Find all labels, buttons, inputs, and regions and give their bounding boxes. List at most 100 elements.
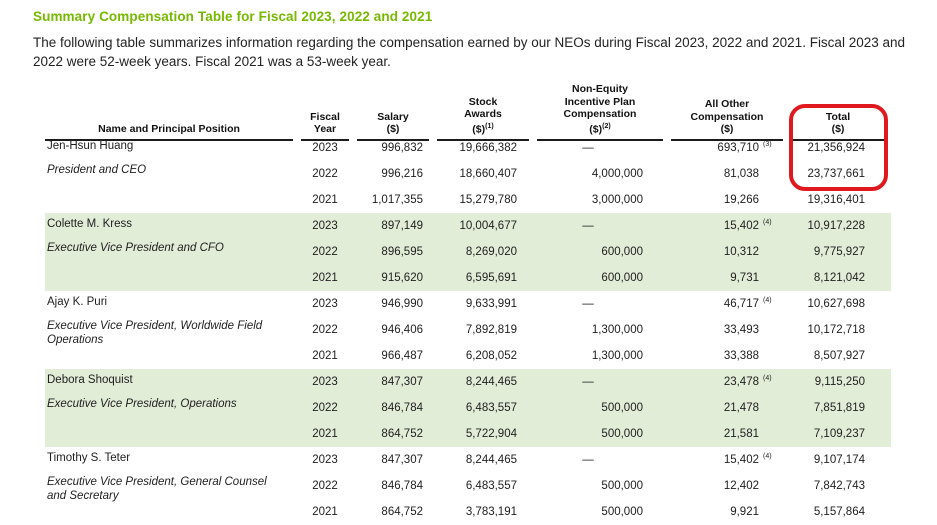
cell-total: 5,157,864 <box>813 506 865 518</box>
cell-total: 9,775,927 <box>813 246 865 258</box>
cell-all-other-compensation: 10,312 <box>671 239 783 265</box>
aoc-footnote-marker: (4) <box>763 296 772 304</box>
cell-non-equity-incentive: 500,000 <box>601 506 643 518</box>
intro-paragraph: The following table summarizes informati… <box>33 35 906 69</box>
aoc-footnote-marker: (4) <box>763 452 772 460</box>
header-cell-salary: Salary ($) <box>357 83 429 141</box>
header-text-line: Awards <box>464 108 502 120</box>
aoc-value: 23,478 <box>723 376 759 388</box>
cell-non-equity-incentive: 500,000 <box>601 402 643 414</box>
aoc-value: 9,921 <box>730 506 759 518</box>
cell-total: 21,356,924 <box>807 142 865 154</box>
header-footnote-marker: (1) <box>485 122 494 130</box>
cell-all-other-compensation: 15,402 (4) <box>671 447 783 473</box>
cell-all-other-compensation: 81,038 <box>671 161 783 187</box>
cell-salary: 996,216 <box>381 168 423 180</box>
header-text-line: Non-Equity <box>572 83 628 95</box>
cell-fiscal-year: 2022 <box>312 324 338 336</box>
neo-name-cell: Jen-Hsun Huang President and CEO <box>45 135 293 213</box>
cell-total: 7,842,743 <box>813 480 865 492</box>
cell-stock-awards: 8,244,465 <box>465 376 517 388</box>
neo-name: Timothy S. Teter <box>47 452 131 464</box>
cell-stock-awards: 19,666,382 <box>459 142 517 154</box>
cell-stock-awards: 6,483,557 <box>465 480 517 492</box>
header-text-line: ($)(2) <box>589 122 611 136</box>
cell-fiscal-year: 2021 <box>312 428 338 440</box>
neo-position: Executive Vice President, Worldwide Fiel… <box>47 320 263 346</box>
cell-non-equity-incentive: 1,300,000 <box>591 324 643 336</box>
cell-all-other-compensation: 21,478 <box>671 395 783 421</box>
cell-stock-awards: 7,892,819 <box>465 324 517 336</box>
aoc-value: 15,402 <box>723 220 759 232</box>
cell-salary: 1,017,355 <box>371 194 423 206</box>
cell-fiscal-year: 2023 <box>312 376 338 388</box>
aoc-value: 33,388 <box>723 350 759 362</box>
cell-stock-awards: 3,783,191 <box>465 506 517 518</box>
aoc-value: 21,581 <box>723 428 759 440</box>
aoc-footnote-marker: (3) <box>763 140 772 148</box>
cell-non-equity-incentive: — <box>582 454 594 466</box>
cell-all-other-compensation: 15,402 (4) <box>671 213 783 239</box>
aoc-value: 21,478 <box>723 402 759 414</box>
header-text-line: Year <box>313 123 337 135</box>
cell-all-other-compensation: 33,493 <box>671 317 783 343</box>
neo-name-cell: Ajay K. Puri Executive Vice President, Wo… <box>45 291 293 369</box>
cell-fiscal-year: 2021 <box>312 272 338 284</box>
cell-salary: 846,784 <box>381 402 423 414</box>
header-text-line: Compensation <box>690 110 764 123</box>
aoc-value: 12,402 <box>723 480 759 492</box>
cell-total: 7,109,237 <box>813 428 865 440</box>
cell-fiscal-year: 2023 <box>312 298 338 310</box>
cell-fiscal-year: 2023 <box>312 220 338 232</box>
cell-non-equity-incentive: 500,000 <box>601 428 643 440</box>
neo-group: Jen-Hsun Huang President and CEO 2023 996,8… <box>45 135 891 213</box>
cell-total: 8,121,042 <box>813 272 865 284</box>
aoc-footnote-marker: (4) <box>763 374 772 382</box>
cell-stock-awards: 10,004,677 <box>459 220 517 232</box>
cell-fiscal-year: 2022 <box>312 480 338 492</box>
aoc-value: 10,312 <box>723 246 759 258</box>
cell-salary: 946,990 <box>381 298 423 310</box>
header-footnote-marker: (2) <box>602 122 611 130</box>
compensation-table: Name and Principal Position Fiscal Year Sal… <box>45 83 891 525</box>
neo-name: Ajay K. Puri <box>47 296 108 308</box>
header-cell-all-other-compensation: All Other Compensation ($) <box>671 83 783 141</box>
cell-total: 10,172,718 <box>807 324 865 336</box>
cell-all-other-compensation: 19,266 <box>671 187 783 213</box>
header-cell-non-equity-incentive: Non-Equity Incentive Plan Compensation ($)(… <box>537 83 663 141</box>
cell-non-equity-incentive: 600,000 <box>601 272 643 284</box>
cell-non-equity-incentive: — <box>582 298 594 310</box>
cell-all-other-compensation: 46,717 (4) <box>671 291 783 317</box>
aoc-footnote-marker: (4) <box>763 218 772 226</box>
header-text-line: Name and Principal Position <box>98 123 240 135</box>
cell-salary: 897,149 <box>381 220 423 232</box>
header-text-line: Total <box>825 110 851 123</box>
cell-salary: 915,620 <box>381 272 423 284</box>
neo-group: Timothy S. Teter Executive Vice President… <box>45 447 891 525</box>
cell-non-equity-incentive: 4,000,000 <box>591 168 643 180</box>
header-text-line: Compensation <box>563 108 637 120</box>
cell-all-other-compensation: 21,581 <box>671 421 783 447</box>
header-text-line: ($)(1) <box>472 122 494 136</box>
cell-fiscal-year: 2021 <box>312 506 338 518</box>
cell-total: 8,507,927 <box>813 350 865 362</box>
aoc-value: 81,038 <box>723 168 759 180</box>
cell-salary: 864,752 <box>381 428 423 440</box>
cell-fiscal-year: 2023 <box>312 142 338 154</box>
cell-stock-awards: 18,660,407 <box>459 168 517 180</box>
neo-name-cell: Timothy S. Teter Executive Vice President… <box>45 447 293 525</box>
neo-position: President and CEO <box>47 164 147 176</box>
cell-fiscal-year: 2022 <box>312 168 338 180</box>
cell-stock-awards: 6,595,691 <box>465 272 517 284</box>
neo-name: Colette M. Kress <box>47 218 132 230</box>
cell-total: 7,851,819 <box>813 402 865 414</box>
cell-stock-awards: 9,633,991 <box>465 298 517 310</box>
cell-all-other-compensation: 9,731 <box>671 265 783 291</box>
cell-non-equity-incentive: — <box>582 376 594 388</box>
cell-all-other-compensation: 9,921 <box>671 499 783 525</box>
cell-salary: 847,307 <box>381 454 423 466</box>
header-text-line: Fiscal <box>310 110 340 123</box>
header-text-line: Salary <box>377 110 409 123</box>
neo-name: Debora Shoquist <box>47 374 133 386</box>
